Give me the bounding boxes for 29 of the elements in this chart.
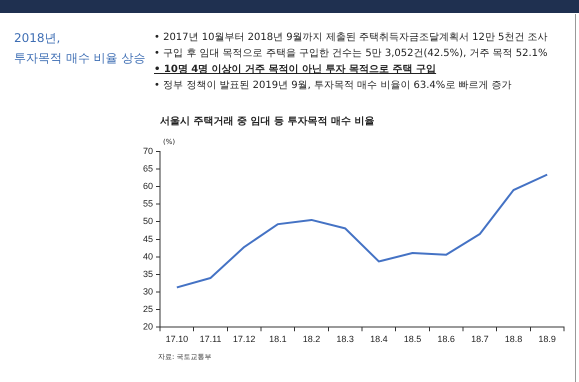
- x-tick-label: 18.2: [302, 334, 320, 344]
- x-tick-label: 18.9: [538, 334, 556, 344]
- x-tick-label: 18.1: [269, 334, 287, 344]
- y-tick-label: 25: [142, 304, 154, 314]
- text: • 정부 정책이 발표된 2019년 9월, 투자목적 매수 비율이 63.4%로 빠르게 증가: [154, 79, 513, 93]
- text: 2018년, 투자목적 매수 비율 상승: [14, 30, 146, 67]
- text: • 10명 4명 이상이 거주 목적이 아닌 투자 목적으로 주택 구입: [154, 63, 438, 77]
- x-tick-label: 18.7: [471, 334, 489, 344]
- x-tick-label: 18.3: [336, 334, 354, 344]
- text: • 2017년 10월부터 2018년 9월까지 제출된 주택취득자금조달계획서 12만 5천건 조사: [154, 31, 549, 45]
- y-tick-label: 60: [142, 181, 154, 192]
- text: • 구입 후 임대 목적으로 주택을 구입한 건수는 5만 3,052건(42.5%), 거주 목적 52.1%: [154, 47, 549, 61]
- y-tick-label: 55: [142, 198, 154, 209]
- y-tick-label: 45: [142, 234, 154, 244]
- x-tick-label: 17.11: [200, 334, 222, 344]
- x-tick-label: 17.10: [166, 334, 188, 344]
- x-tick-label: 18.8: [504, 334, 522, 344]
- x-tick-label: 17.12: [232, 334, 256, 344]
- y-tick-label: 20: [142, 322, 154, 332]
- chart-title: 서울시 주택거래 중 임대 등 투자목적 매수 비율: [160, 115, 374, 128]
- y-tick-label: 65: [142, 163, 154, 174]
- y-tick-label: 50: [142, 216, 154, 226]
- x-tick-label: 18.6: [437, 334, 455, 344]
- x-tick-label: 18.4: [370, 334, 388, 344]
- y-tick-label: 35: [142, 268, 154, 279]
- y-tick-label: 30: [142, 286, 154, 297]
- y-tick-label: 40: [142, 251, 154, 262]
- y-tick-label: 70: [142, 146, 154, 156]
- x-tick-label: 18.5: [404, 334, 422, 344]
